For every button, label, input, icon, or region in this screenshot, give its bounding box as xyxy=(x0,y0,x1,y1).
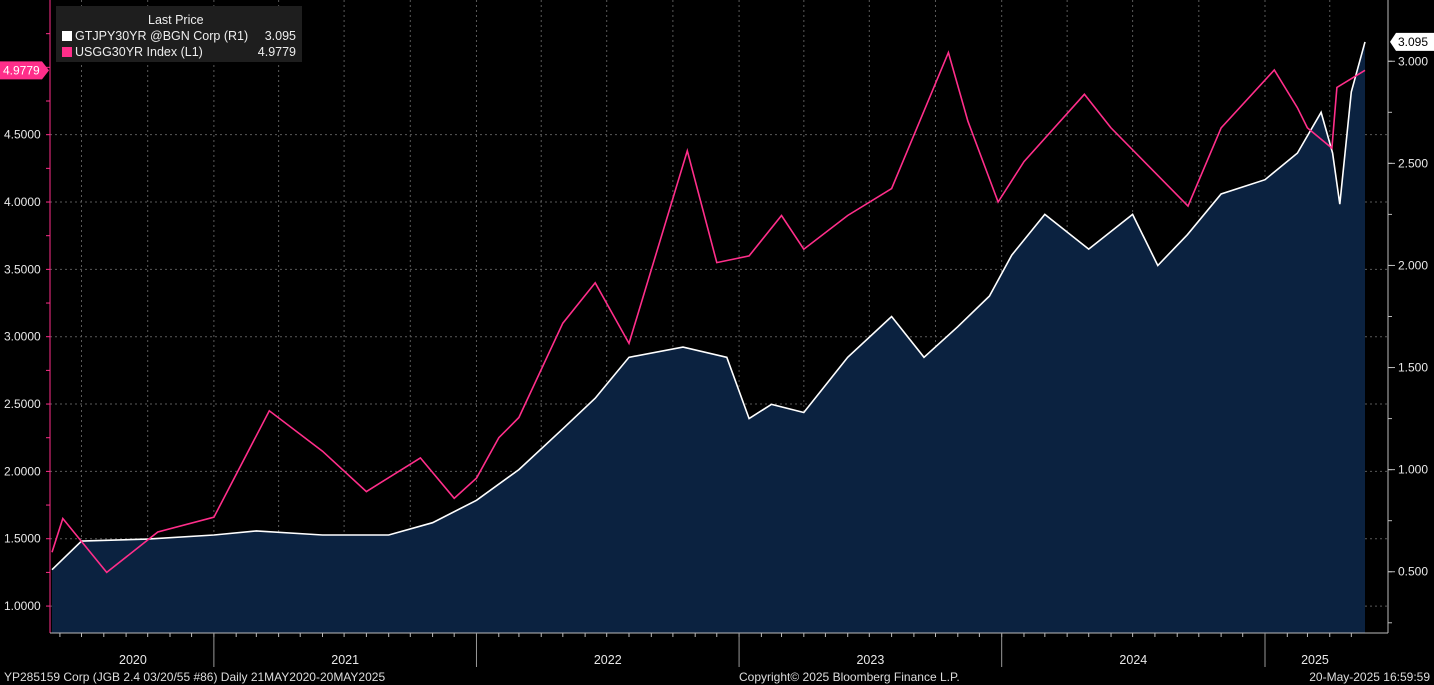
left-tick-label: 4.5000 xyxy=(4,128,41,142)
right-tick-label: 2.000 xyxy=(1398,258,1428,272)
right-tick-label: 1.000 xyxy=(1398,463,1428,477)
x-tick-label: 2023 xyxy=(856,653,884,667)
left-tick-label: 3.0000 xyxy=(4,330,41,344)
legend-value-ust: 4.9779 xyxy=(257,45,296,59)
left-tick-label: 3.5000 xyxy=(4,262,41,276)
right-tick-label: 1.500 xyxy=(1398,361,1428,375)
last-value-label-right: 3.095 xyxy=(1398,35,1428,49)
x-tick-label: 2022 xyxy=(594,653,622,667)
legend-label-ust: USGG30YR Index (L1) xyxy=(75,45,203,59)
series-line-jgb xyxy=(51,41,1366,571)
x-tick-label: 2025 xyxy=(1301,653,1329,667)
right-tick-label: 0.500 xyxy=(1398,565,1428,579)
series-line-ust xyxy=(51,50,1366,574)
legend-swatch-jgb xyxy=(62,31,72,41)
last-value-tag-left xyxy=(0,61,49,80)
last-value-tag-right xyxy=(1390,32,1434,51)
right-tick-label: 3.000 xyxy=(1398,54,1428,68)
left-tick-label: 1.0000 xyxy=(4,599,41,613)
left-tick-label: 4.0000 xyxy=(4,195,41,209)
series-area-jgb xyxy=(52,41,1365,633)
last-value-label-left: 4.9779 xyxy=(3,63,40,77)
left-tick-label: 2.0000 xyxy=(4,464,41,478)
left-tick-label: 2.5000 xyxy=(4,397,41,411)
legend-value-jgb: 3.095 xyxy=(264,29,296,43)
legend-item-jgb: GTJPY30YR @BGN Corp (R1) xyxy=(62,28,248,44)
legend-swatch-ust xyxy=(62,47,72,57)
legend-label-jgb: GTJPY30YR @BGN Corp (R1) xyxy=(75,29,249,43)
footer-security-info: YP285159 Corp (JGB 2.4 03/20/55 #86) Dai… xyxy=(4,670,386,684)
x-tick-label: 2020 xyxy=(119,653,147,667)
x-tick-label: 2021 xyxy=(331,653,359,667)
footer-copyright: Copyright© 2025 Bloomberg Finance L.P. xyxy=(739,670,960,684)
axes: 1.0000 1.5000 2.0000 2.5000 3.0000 3.5000 4.00… xyxy=(0,0,1434,667)
right-tick-label: 2.500 xyxy=(1398,156,1428,170)
legend-header: Last Price xyxy=(148,13,204,27)
x-tick-label: 2024 xyxy=(1119,653,1147,667)
legend-item-ust: USGG30YR Index (L1) xyxy=(62,44,203,60)
series-layer xyxy=(51,41,1366,633)
left-tick-label: 1.5000 xyxy=(4,532,41,546)
legend: Last Price GTJPY30YR @BGN Corp (R1) 3.09… xyxy=(56,6,302,62)
footer-timestamp: 20-May-2025 16:59:59 xyxy=(1309,670,1430,684)
